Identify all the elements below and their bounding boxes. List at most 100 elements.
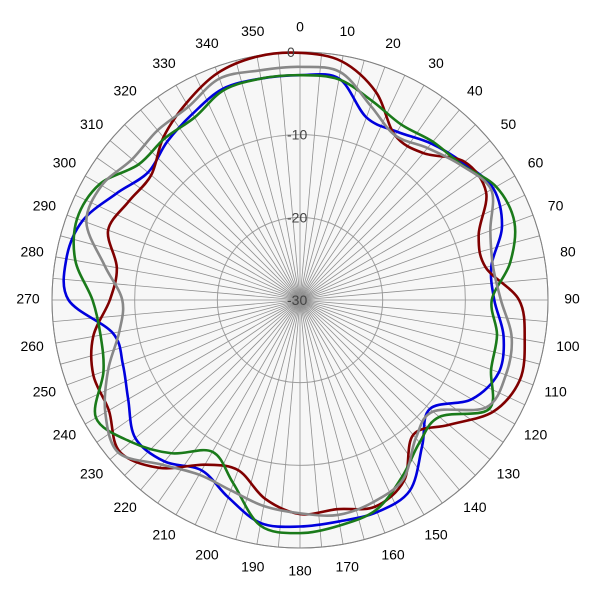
- spoke-gridline: [256, 55, 301, 301]
- series-line-2: [72, 73, 517, 535]
- angle-tick-label: 280: [20, 243, 44, 259]
- spoke-gridline: [299, 96, 443, 301]
- angle-tick-label: 40: [467, 82, 483, 98]
- angle-tick-label: 340: [195, 35, 219, 51]
- spoke-gridline: [175, 299, 301, 515]
- spoke-gridline: [299, 124, 476, 301]
- angle-tick-label: 260: [20, 338, 44, 354]
- angle-tick-label: 240: [53, 427, 77, 443]
- angle-tick-label: 50: [501, 116, 517, 132]
- spoke-gridline: [299, 55, 344, 301]
- angle-tick-label: 0: [296, 19, 304, 35]
- angle-tick-label: 30: [428, 55, 444, 71]
- angle-tick-label: 160: [381, 546, 405, 562]
- spoke-gridline: [124, 299, 301, 476]
- spoke-gridline: [299, 157, 504, 301]
- angle-tick-label: 150: [424, 526, 448, 542]
- spoke-gridline: [299, 277, 548, 301]
- spoke-gridline: [214, 299, 301, 534]
- spoke-gridline: [277, 52, 301, 301]
- spoke-gridline: [277, 299, 301, 548]
- spoke-gridline: [66, 214, 301, 301]
- angle-tick-label: 10: [339, 23, 355, 39]
- spoke-gridline: [55, 256, 301, 301]
- spoke-gridline: [96, 157, 301, 301]
- spoke-gridline: [194, 75, 301, 301]
- angle-tick-label: 60: [528, 155, 544, 171]
- spoke-gridline: [299, 140, 491, 301]
- spoke-gridline: [175, 85, 301, 301]
- angle-tick-label: 230: [80, 466, 104, 482]
- angle-tick-label: 90: [564, 291, 580, 307]
- angle-tick-label: 290: [33, 198, 57, 214]
- polar-series-group: [62, 51, 527, 535]
- spoke-gridline: [124, 124, 301, 301]
- ring-tick-label: -10: [287, 127, 307, 143]
- spoke-gridline: [140, 299, 301, 491]
- ring-tick-label: 0: [287, 44, 295, 60]
- series-line-3: [85, 65, 514, 517]
- spoke-gridline: [52, 277, 301, 301]
- angle-tick-label: 210: [152, 526, 176, 542]
- angle-tick-label: 80: [560, 243, 576, 259]
- spoke-gridline: [299, 299, 460, 491]
- angle-tick-label: 110: [544, 384, 567, 400]
- spoke-gridline: [299, 299, 540, 365]
- spoke-gridline: [299, 299, 406, 525]
- angle-tick-label: 310: [80, 116, 104, 132]
- spoke-gridline: [109, 299, 301, 460]
- spoke-gridline: [299, 52, 323, 301]
- angle-tick-label: 200: [195, 546, 219, 562]
- spoke-gridline: [60, 299, 301, 365]
- angle-tick-label: 180: [288, 563, 312, 579]
- spoke-gridline: [299, 299, 534, 386]
- spoke-gridline: [299, 299, 344, 545]
- polar-labels: 0 -10 -20 -30 0 10 20 30 40 50 60 70 80 90 100 110 120 13…: [16, 19, 580, 579]
- spoke-gridline: [299, 299, 491, 460]
- spoke-gridline: [157, 96, 301, 301]
- spoke-gridline: [214, 66, 301, 301]
- angle-tick-label: 170: [336, 559, 360, 575]
- spoke-gridline: [66, 299, 301, 386]
- angle-tick-label: 300: [53, 155, 77, 171]
- spoke-gridline: [299, 175, 515, 301]
- angle-tick-label: 270: [16, 291, 40, 307]
- spoke-gridline: [299, 299, 365, 540]
- spoke-gridline: [55, 299, 301, 344]
- spoke-gridline: [235, 60, 301, 301]
- angle-tick-label: 320: [113, 82, 137, 98]
- spoke-gridline: [85, 175, 301, 301]
- angle-tick-label: 350: [241, 23, 265, 39]
- angle-tick-label: 100: [556, 338, 580, 354]
- spoke-gridline: [256, 299, 301, 545]
- spoke-gridline: [299, 299, 515, 425]
- ring-tick-label: -30: [287, 292, 307, 308]
- angle-tick-label: 20: [385, 35, 401, 51]
- spoke-gridline: [299, 194, 525, 301]
- spoke-gridline: [299, 299, 476, 476]
- spoke-gridline: [299, 85, 425, 301]
- spoke-gridline: [299, 256, 545, 301]
- spoke-gridline: [60, 235, 301, 301]
- angle-tick-label: 130: [497, 466, 521, 482]
- angle-tick-label: 190: [241, 559, 265, 575]
- spoke-gridline: [299, 235, 540, 301]
- spoke-gridline: [299, 214, 534, 301]
- spoke-gridline: [299, 299, 386, 534]
- spoke-gridline: [299, 299, 504, 443]
- angle-tick-label: 140: [463, 499, 487, 515]
- spoke-gridline: [194, 299, 301, 525]
- angle-tick-label: 120: [524, 427, 548, 443]
- spoke-gridline: [299, 299, 323, 548]
- spoke-gridline: [75, 299, 301, 406]
- spoke-gridline: [109, 140, 301, 301]
- angle-tick-label: 250: [33, 384, 57, 400]
- angle-tick-label: 70: [548, 198, 564, 214]
- angle-tick-label: 220: [113, 499, 137, 515]
- spoke-gridline: [75, 194, 301, 301]
- ring-tick-label: -20: [287, 209, 307, 225]
- series-line-0: [62, 72, 506, 529]
- spoke-gridline: [85, 299, 301, 425]
